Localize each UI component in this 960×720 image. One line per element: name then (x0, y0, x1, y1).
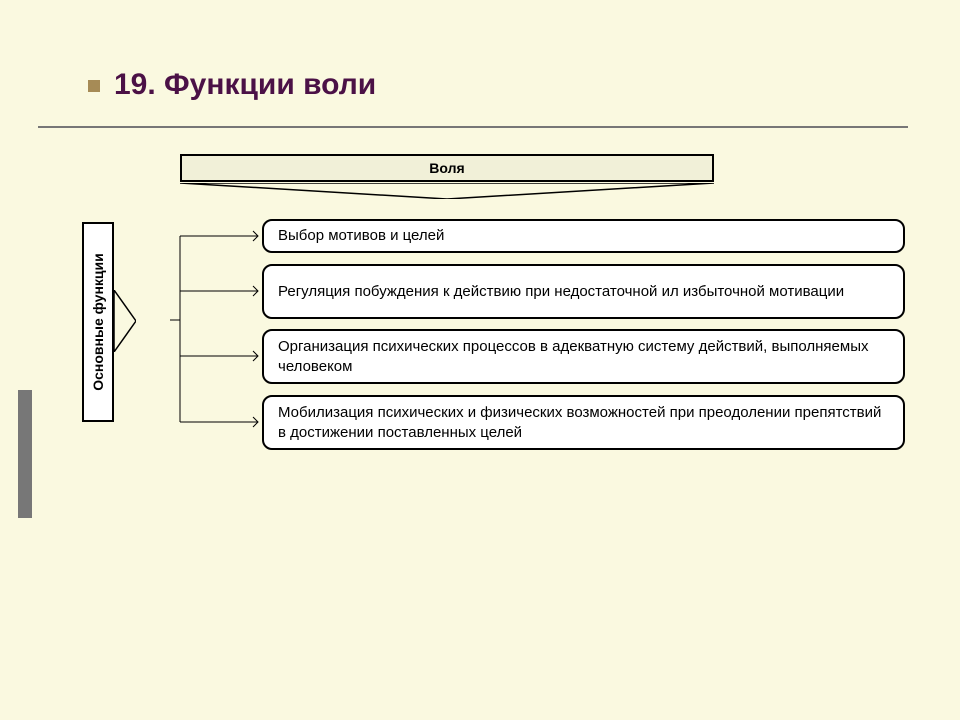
top-box-triangle (180, 183, 714, 199)
connector-lines (170, 226, 267, 432)
function-item-text: Мобилизация психических и физических воз… (278, 403, 889, 442)
top-box-label: Воля (429, 160, 464, 176)
side-box-label: Основные функции (90, 253, 106, 391)
title-rule (38, 126, 908, 128)
function-item-text: Выбор мотивов и целей (278, 226, 444, 246)
function-item: Организация психических процессов в адек… (262, 329, 905, 384)
function-item: Мобилизация психических и физических воз… (262, 395, 905, 450)
title-bullet (88, 80, 100, 92)
function-item: Регуляция побуждения к действию при недо… (262, 264, 905, 319)
function-item: Выбор мотивов и целей (262, 219, 905, 253)
function-item-text: Регуляция побуждения к действию при недо… (278, 282, 844, 302)
function-item-text: Организация психических процессов в адек… (278, 337, 889, 376)
top-box: Воля (180, 154, 714, 182)
slide: 19. Функции воли Воля Основные функции В… (0, 0, 960, 720)
side-box-triangle (114, 290, 136, 352)
left-accent-bar (18, 390, 32, 518)
slide-title: 19. Функции воли (114, 68, 376, 102)
side-box: Основные функции (82, 222, 114, 422)
